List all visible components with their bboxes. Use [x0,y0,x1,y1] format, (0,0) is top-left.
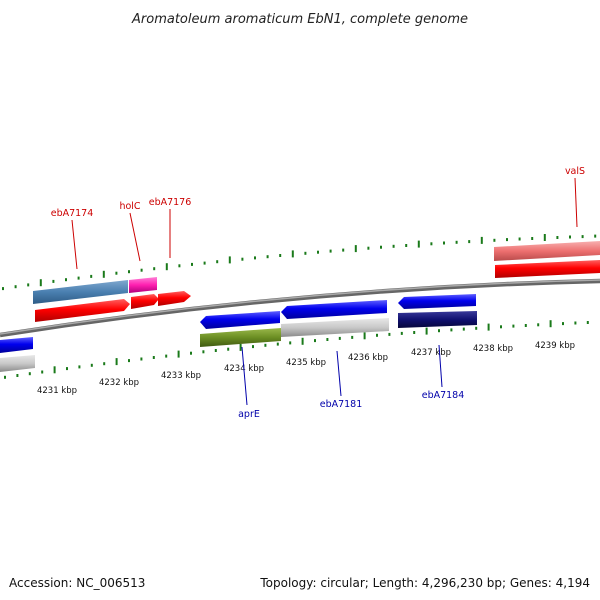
scale-label: 4232 kbp [99,378,139,388]
forward-tick-row [2,234,597,291]
scale-label: 4239 kbp [535,341,575,351]
accession-label: Accession: NC_006513 [9,576,146,590]
gene-label-ebA7184[interactable]: ebA7184 [422,390,465,401]
reverse-tick-row [4,320,589,379]
gene-ebA7184[interactable] [398,311,477,328]
label-leader-line [336,350,342,397]
gene-holC[interactable] [129,277,157,293]
gene-labels: ebA7174 holC ebA7176 valS aprE ebA7181 ebA7184 [51,166,585,420]
gene-label-ebA7174[interactable]: ebA7174 [51,208,94,219]
label-leader-line [438,344,443,388]
scale-label: 4235 kbp [286,358,326,368]
label-leader-line [129,212,141,262]
genome-info-label: Topology: circular; Length: 4,296,230 bp… [260,576,590,590]
gene-label-holC[interactable]: holC [119,201,140,212]
label-leader-line [241,346,248,406]
genome-backbone-highlight [0,279,600,335]
cds-aprE[interactable] [200,311,280,329]
gene-aprE[interactable] [200,328,281,347]
cds-valS[interactable] [495,260,600,278]
cds-ebA7184[interactable] [398,294,476,309]
gene-label-ebA7176[interactable]: ebA7176 [149,197,192,208]
gene-ebA7181[interactable] [281,318,389,337]
scale-label: 4233 kbp [161,371,201,381]
map-title: Aromatoleum aromaticum EbN1, complete ge… [131,12,468,27]
scale-label: 4231 kbp [37,386,77,396]
genome-backbone [0,278,600,338]
gene-valS[interactable] [494,241,600,261]
scale-label: 4237 kbp [411,348,451,358]
cds-ebA7176[interactable] [158,291,191,306]
label-leader-line [574,177,578,228]
forward-features [33,241,600,322]
gene-label-aprE[interactable]: aprE [238,409,260,420]
cds-ebA7181[interactable] [281,300,387,319]
reverse-features [0,294,477,372]
gene-label-ebA7181[interactable]: ebA7181 [320,399,363,410]
cds-holC[interactable] [131,294,159,309]
cds-left-edge[interactable] [0,337,33,353]
gene-ebA7174[interactable] [33,280,128,304]
scale-label: 4238 kbp [473,344,513,354]
cds-ebA7174[interactable] [35,299,130,322]
gene-left-edge[interactable] [0,355,35,372]
gene-label-valS[interactable]: valS [565,166,585,177]
label-leader-line [71,219,78,270]
scale-label: 4236 kbp [348,353,388,363]
